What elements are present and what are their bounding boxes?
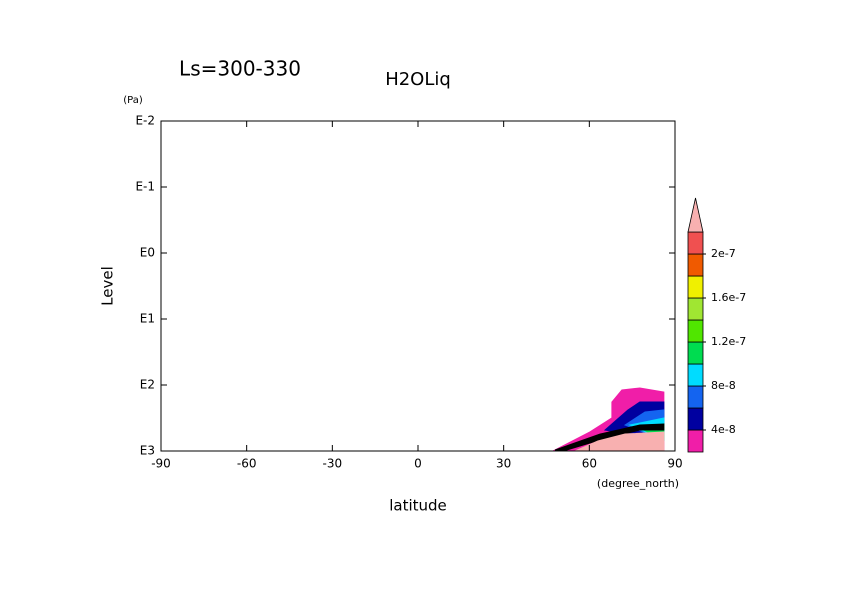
x-tick-label: 0 [414, 457, 422, 471]
x-tick-label: -30 [323, 457, 343, 471]
x-axis-label: latitude [389, 497, 447, 515]
colorbar-label: 1.6e-7 [711, 291, 746, 304]
y-tick-label: E0 [140, 246, 155, 260]
colorbar-segment [687, 297, 704, 321]
x-tick-label: -90 [151, 457, 171, 471]
colorbar-segment [687, 429, 704, 453]
colorbar-segment [687, 319, 704, 343]
y-axis-label: Level [99, 266, 117, 306]
x-tick-label: -60 [237, 457, 257, 471]
y-tick-label: E-2 [135, 114, 155, 128]
x-tick-label: 90 [667, 457, 682, 471]
colorbar-label: 8e-8 [711, 379, 736, 392]
colorbar-segment [687, 363, 704, 387]
colorbar-extension [687, 197, 704, 233]
colorbar-label: 4e-8 [711, 423, 736, 436]
x-unit: (degree_north) [597, 477, 679, 490]
colorbar-segment [687, 407, 704, 431]
contour-region [554, 423, 665, 451]
colorbar-label: 1.2e-7 [711, 335, 746, 348]
annotation: Ls=300-330 [179, 57, 301, 81]
y-tick-label: E3 [140, 444, 155, 458]
y-unit: (Pa) [123, 95, 143, 106]
plot-area [552, 387, 665, 451]
colorbar-segment [687, 275, 704, 299]
colorbar-segment [687, 341, 704, 365]
colorbar-segment [687, 385, 704, 409]
colorbar-label: 2e-7 [711, 247, 736, 260]
y-tick-label: E-1 [135, 180, 155, 194]
x-tick-label: 30 [496, 457, 511, 471]
x-tick-label: 60 [582, 457, 597, 471]
colorbar-segment [687, 253, 704, 277]
y-tick-label: E2 [140, 378, 155, 392]
y-tick-label: E1 [140, 312, 155, 326]
chart-title: H2OLiq [385, 69, 451, 90]
colorbar-segment [687, 231, 704, 255]
contour-region [574, 431, 665, 451]
